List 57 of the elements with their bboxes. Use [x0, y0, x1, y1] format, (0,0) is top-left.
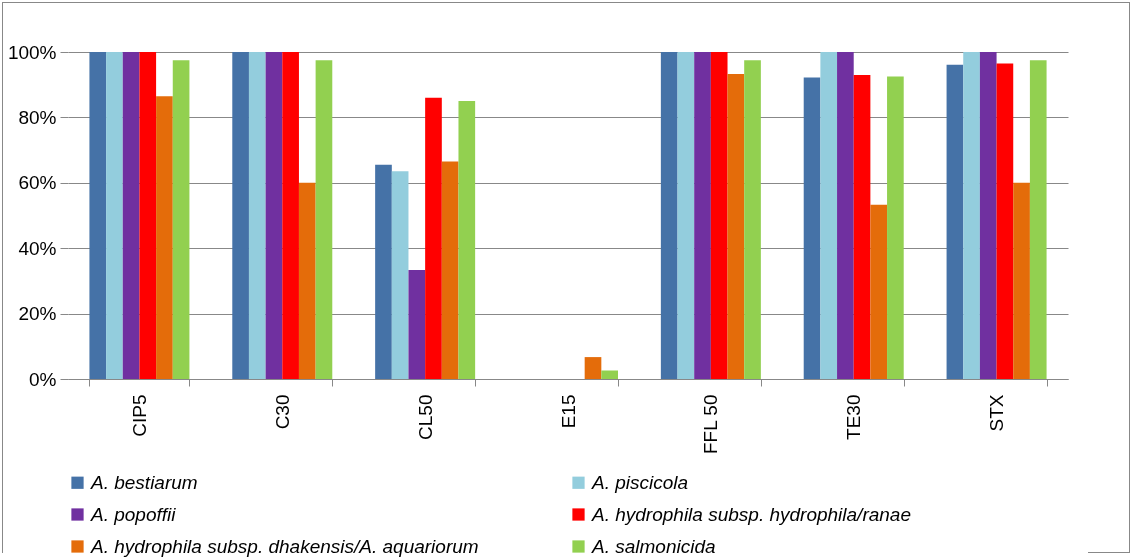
bar [979, 52, 997, 379]
bar [660, 52, 678, 379]
legend-label: A. popoffii [90, 503, 177, 525]
bar [232, 52, 249, 379]
x-tick-label: CIP5 [128, 394, 150, 437]
bar [89, 52, 107, 379]
legend-label: A. bestiarum [90, 471, 198, 493]
bar [122, 52, 140, 379]
bar [803, 77, 821, 379]
bar [391, 171, 409, 379]
bar [458, 101, 476, 379]
bar [694, 52, 711, 379]
x-tick-label: E15 [557, 394, 579, 429]
y-tick-label: 100% [7, 41, 57, 63]
bar [996, 63, 1014, 379]
y-tick-label: 0% [29, 368, 57, 390]
bar [282, 52, 299, 379]
bar [156, 96, 173, 379]
bar [265, 52, 283, 379]
bar [677, 52, 695, 379]
x-tick-label: C30 [271, 394, 293, 430]
y-tick-label: 80% [18, 106, 57, 128]
bar [870, 204, 888, 379]
bar [710, 52, 728, 379]
x-tick-label: STX [986, 394, 1008, 432]
x-tick-label: CL50 [414, 394, 436, 440]
legend-label: A. hydrophila subsp. hydrophila/ranae [591, 503, 911, 525]
legend-label: A. salmonicida [591, 535, 716, 557]
legend-label: A. piscicola [591, 471, 689, 493]
bar [963, 52, 980, 379]
bar [820, 52, 838, 379]
bar [375, 164, 392, 379]
bar [601, 370, 618, 379]
bar [315, 60, 333, 379]
bar [441, 161, 459, 379]
bar [946, 64, 964, 379]
bar [106, 52, 123, 379]
bar [298, 182, 316, 379]
bar [172, 60, 190, 379]
bar [1029, 60, 1047, 379]
y-tick-label: 60% [18, 172, 57, 194]
bar [744, 60, 761, 379]
bar [139, 52, 157, 379]
legend-label: A. hydrophila subsp. dhakensis/A. aquariorum [90, 535, 479, 557]
bar [887, 76, 904, 379]
bar [408, 270, 426, 379]
bar [248, 52, 266, 379]
bar [425, 97, 442, 379]
x-tick-label: FFL 50 [700, 394, 722, 454]
bar [837, 52, 854, 379]
x-tick-label: TE30 [843, 394, 865, 440]
y-tick-label: 20% [18, 303, 57, 325]
bar [584, 357, 602, 379]
y-tick-label: 40% [18, 237, 57, 259]
bar [1013, 182, 1030, 379]
bar [853, 74, 871, 379]
bar [727, 73, 745, 379]
